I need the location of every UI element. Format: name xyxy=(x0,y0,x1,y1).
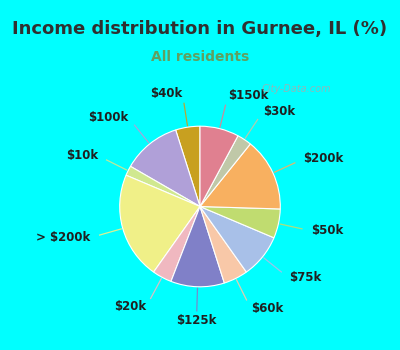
Wedge shape xyxy=(200,144,280,209)
Wedge shape xyxy=(120,175,200,272)
Text: $100k: $100k xyxy=(88,111,128,124)
Text: City-Data.com: City-Data.com xyxy=(262,84,331,94)
Text: $125k: $125k xyxy=(176,314,217,327)
Wedge shape xyxy=(154,206,200,281)
Text: $75k: $75k xyxy=(289,272,321,285)
Wedge shape xyxy=(130,130,200,206)
Text: > $200k: > $200k xyxy=(36,231,90,244)
Wedge shape xyxy=(200,136,250,206)
Text: $150k: $150k xyxy=(228,90,268,103)
Wedge shape xyxy=(200,206,280,238)
Wedge shape xyxy=(176,126,200,206)
Text: $20k: $20k xyxy=(114,300,146,314)
Wedge shape xyxy=(171,206,224,287)
Text: $50k: $50k xyxy=(311,224,344,237)
Wedge shape xyxy=(126,166,200,206)
Text: $10k: $10k xyxy=(66,149,98,162)
Text: Income distribution in Gurnee, IL (%): Income distribution in Gurnee, IL (%) xyxy=(12,20,388,37)
Text: $40k: $40k xyxy=(150,88,182,100)
Text: $60k: $60k xyxy=(251,302,283,315)
Wedge shape xyxy=(200,206,274,272)
Text: $200k: $200k xyxy=(304,152,344,165)
Text: $30k: $30k xyxy=(263,105,295,118)
Wedge shape xyxy=(200,126,238,206)
Text: All residents: All residents xyxy=(151,50,249,64)
Wedge shape xyxy=(200,206,246,283)
